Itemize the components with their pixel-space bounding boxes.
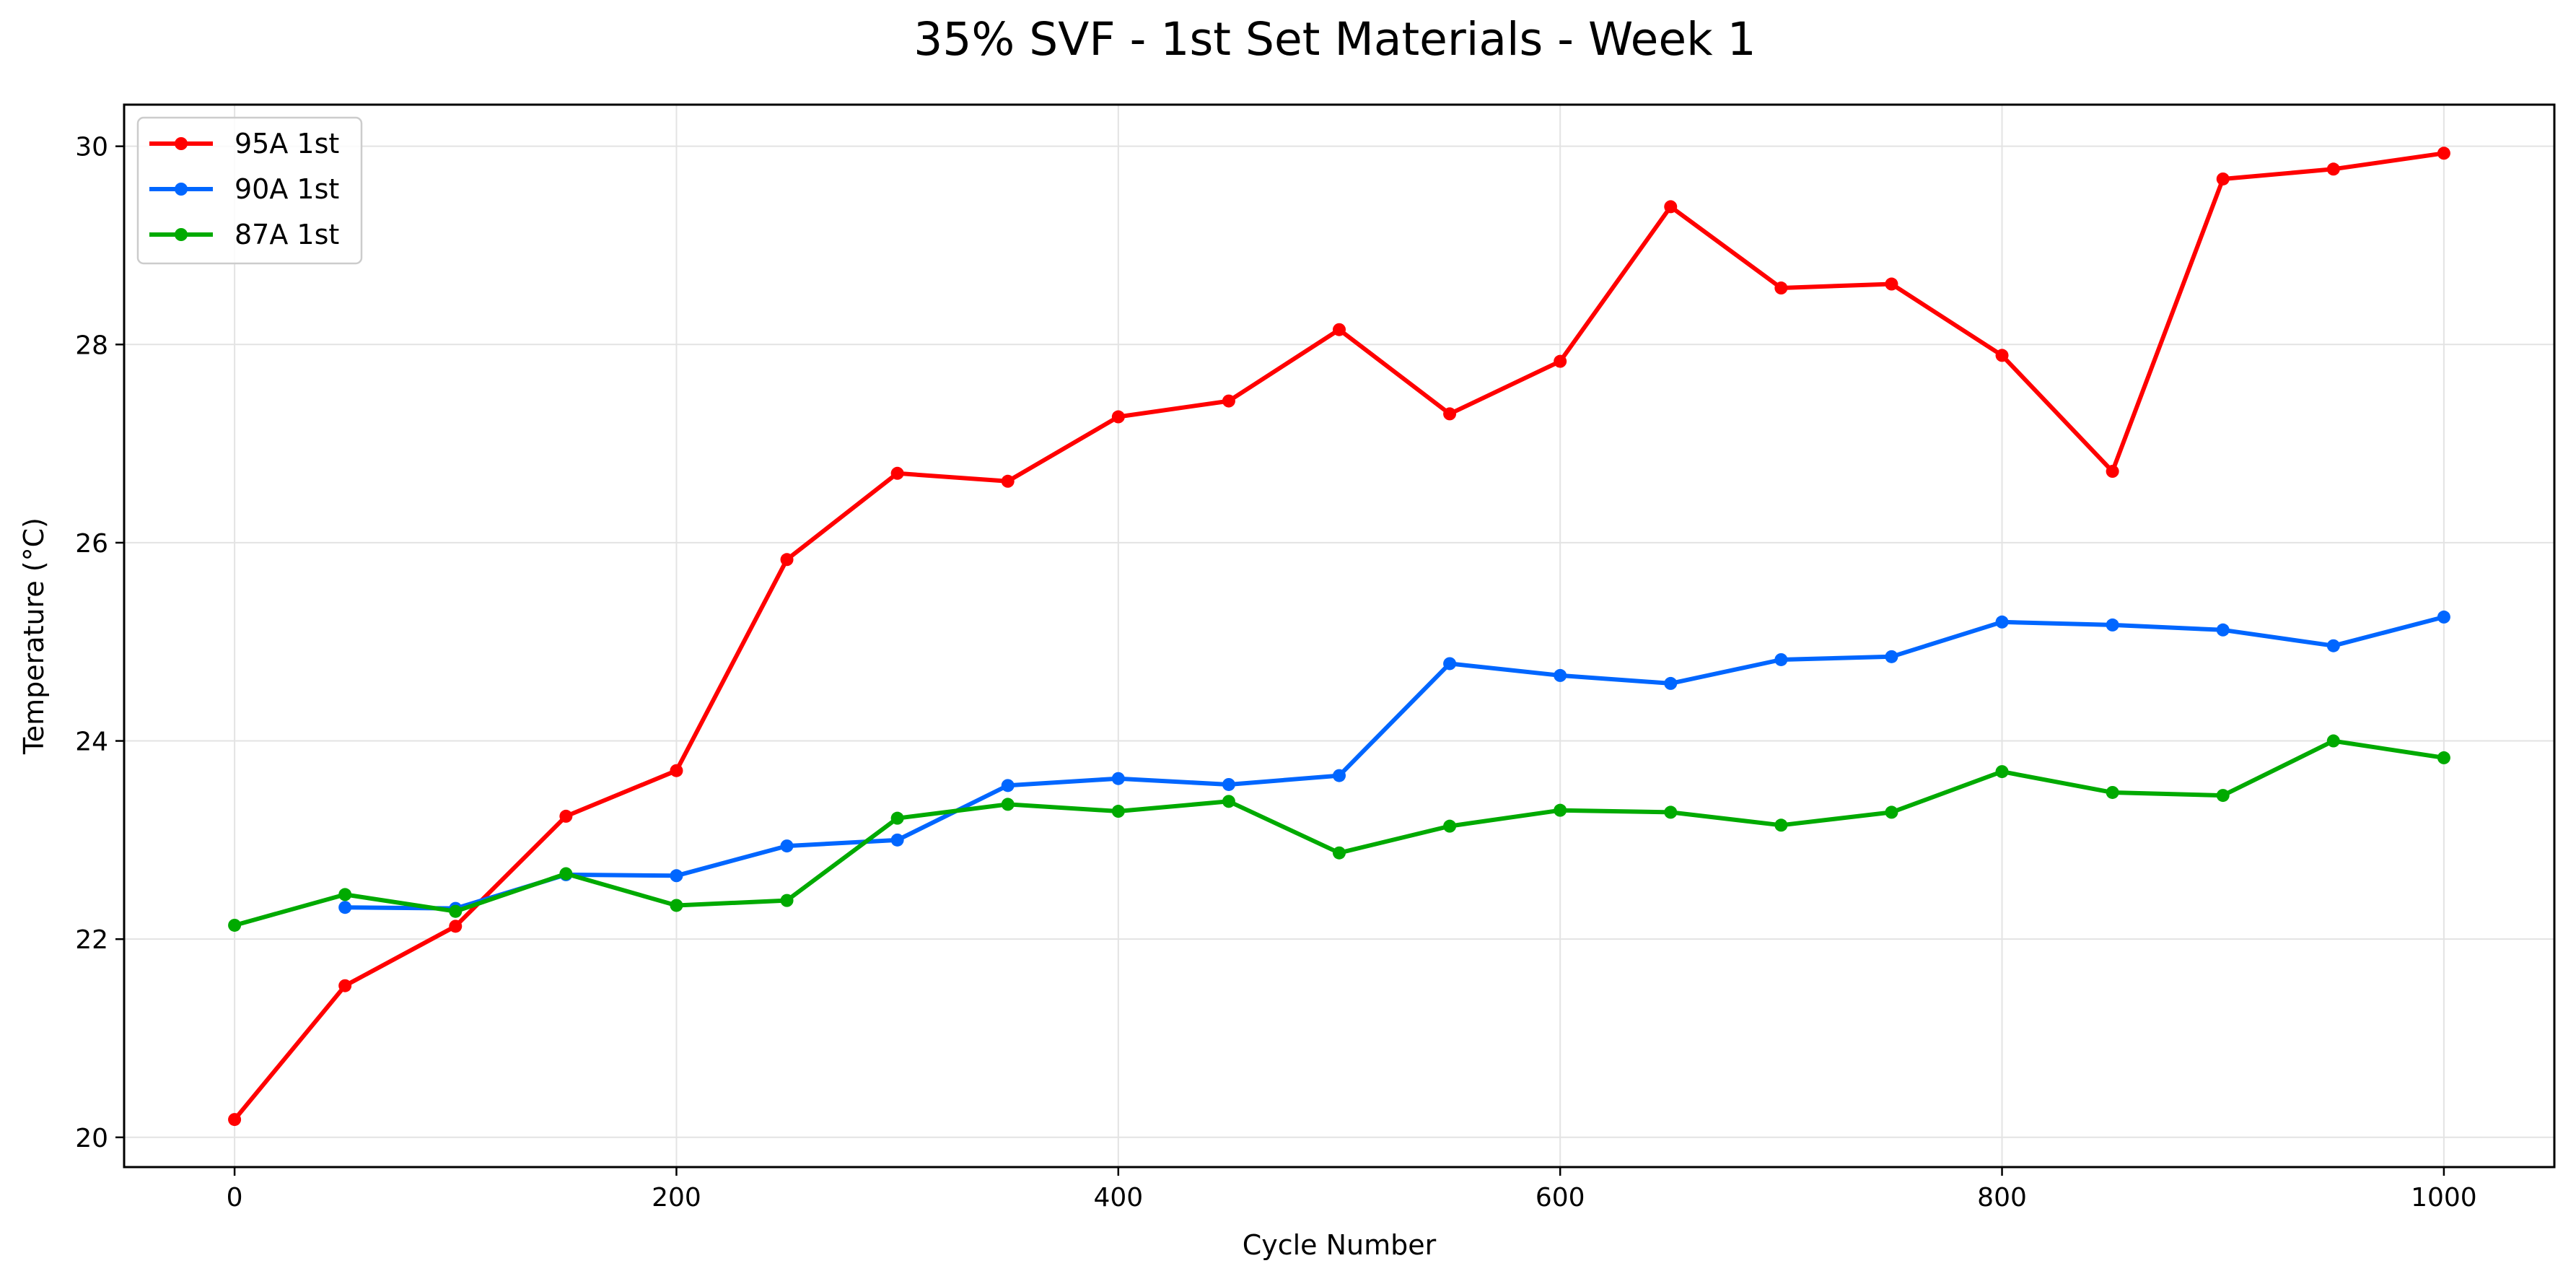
data-point [2216,623,2230,637]
data-point [1774,652,1788,666]
data-point [1664,676,1678,690]
legend-marker [175,137,188,150]
data-point [890,811,904,825]
series-2 [338,610,2450,915]
legend-item: 87A 1st [149,219,339,250]
data-point [2326,162,2340,176]
data-point [780,839,794,853]
y-tick-label: 24 [75,728,108,757]
x-tick-label: 1000 [2411,1183,2477,1213]
data-point [1885,650,1898,663]
series-layer [228,147,2450,1127]
legend-item: 95A 1st [149,128,339,160]
data-point [338,979,352,992]
data-point [1554,803,1567,817]
series-3 [228,734,2450,932]
data-point [449,904,463,918]
data-point [1111,805,1125,818]
y-tick-label: 30 [75,133,108,162]
x-tick-label: 800 [1977,1183,2027,1213]
data-point [559,809,573,823]
plot-frame [123,103,2556,1169]
data-point [2326,639,2340,652]
series-line [343,614,2446,911]
data-point [2216,172,2230,185]
data-point [1885,805,1898,819]
data-point [1001,474,1015,488]
data-point [1222,777,1235,791]
data-point [890,833,904,847]
data-point [1443,819,1457,833]
data-point [1443,407,1457,421]
legend-label: 87A 1st [235,219,339,250]
legend-box [136,116,363,265]
x-tick-label: 0 [227,1183,243,1213]
data-point [780,894,794,907]
data-point [890,466,904,480]
data-point [1001,779,1015,792]
x-tick-label: 200 [652,1183,701,1213]
data-point [670,869,683,883]
data-point [1333,846,1346,860]
data-point [1885,277,1898,291]
legend-marker [175,183,188,196]
y-tick-label: 20 [75,1124,108,1153]
data-point [780,553,794,567]
data-point [228,1113,242,1127]
data-point [2437,610,2450,624]
data-point [2326,734,2340,748]
data-point [228,918,242,932]
data-point [1443,657,1457,671]
data-point [1995,765,2009,779]
data-point [670,764,683,777]
data-point [1664,200,1678,214]
data-point [1111,410,1125,424]
data-point [2437,751,2450,764]
y-tick-label: 28 [75,331,108,360]
data-point [1995,349,2009,362]
data-point [1664,805,1678,819]
data-point [1554,668,1567,682]
legend-label: 90A 1st [235,173,339,205]
series-1 [228,147,2450,1127]
data-point [1995,615,2009,629]
tick-layer: 0 200 400 600 800 1000 20 22 24 26 28 30 [75,133,2477,1213]
data-point [1001,798,1015,811]
y-tick-label: 22 [75,925,108,955]
legend: 95A 1st 90A 1st 87A 1st [136,116,363,265]
x-tick-label: 400 [1093,1183,1143,1213]
data-point [449,920,463,933]
data-point [1554,354,1567,368]
data-point [1774,281,1788,295]
data-point [2216,789,2230,803]
data-point [2106,465,2119,479]
data-point [1222,795,1235,808]
data-point [2106,618,2119,632]
data-point [338,901,352,914]
data-point [1222,394,1235,408]
legend-marker [175,228,188,241]
data-point [1333,769,1346,782]
legend-item: 90A 1st [149,173,339,205]
data-point [1111,772,1125,785]
data-point [1333,323,1346,336]
data-point [559,867,573,881]
data-point [2106,785,2119,799]
chart-title: 35% SVF - 1st Set Materials - Week 1 [914,13,1756,66]
grid-layer [124,105,2554,1167]
x-tick-label: 600 [1535,1183,1585,1213]
data-point [2437,147,2450,160]
data-point [670,899,683,912]
x-axis-label: Cycle Number [1243,1229,1437,1261]
data-point [338,888,352,901]
y-tick-label: 26 [75,529,108,559]
legend-label: 95A 1st [235,128,339,160]
data-point [1774,818,1788,832]
y-axis-label: Temperature (°C) [18,517,50,755]
